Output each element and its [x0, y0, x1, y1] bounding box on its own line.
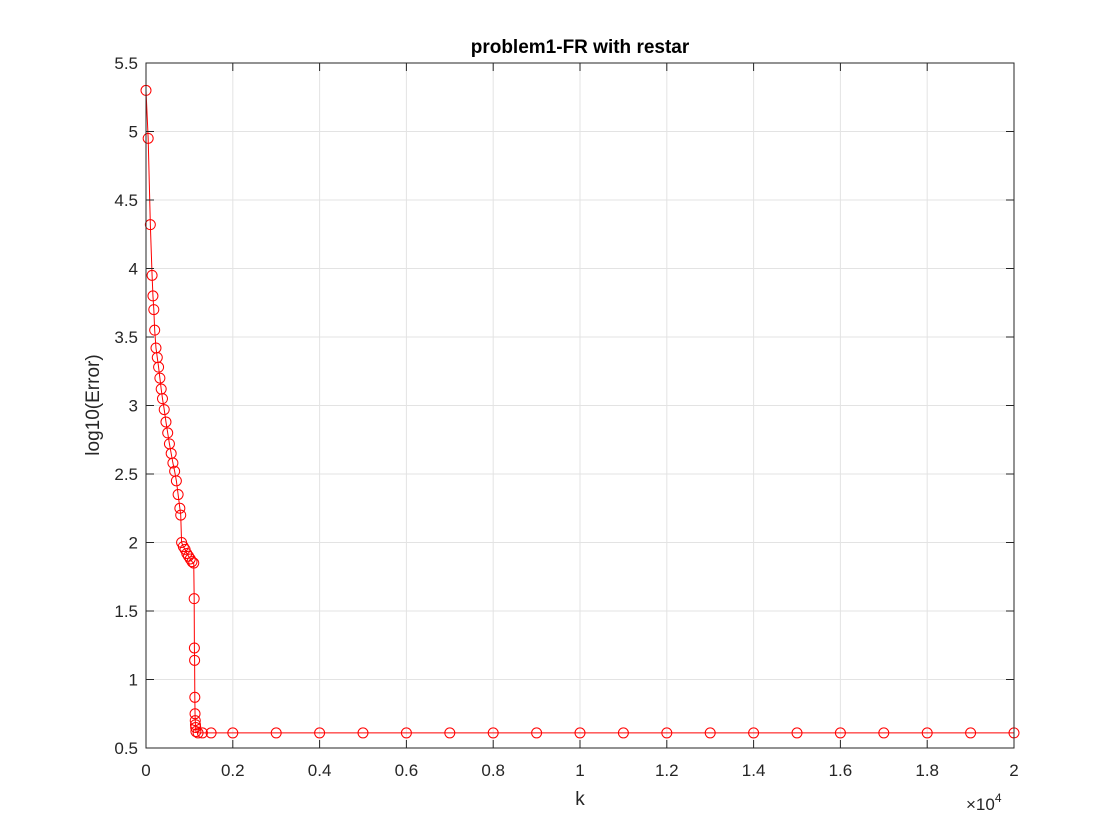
data-point: [148, 304, 160, 316]
ticks: [145, 62, 1015, 749]
data-point: [158, 404, 170, 416]
x-tick-label: 0.4: [308, 761, 332, 780]
data-point: [167, 457, 179, 469]
y-tick-label: 5.5: [114, 54, 138, 73]
data-point: [196, 727, 208, 739]
x-tick-label: 0.2: [221, 761, 245, 780]
data-point: [160, 416, 172, 428]
x-exponent-power: 4: [995, 791, 1002, 805]
y-tick-label: 3: [129, 397, 138, 416]
data-point: [400, 727, 412, 739]
data-point: [190, 721, 202, 733]
chart-title: problem1-FR with restar: [471, 37, 690, 58]
data-point: [661, 727, 673, 739]
data-point: [184, 553, 196, 565]
y-tick-label: 1: [129, 671, 138, 690]
data-point: [487, 727, 499, 739]
data-point: [189, 654, 201, 666]
x-axis-title: k: [575, 789, 585, 810]
data-point: [189, 708, 201, 720]
data-point: [748, 727, 760, 739]
y-tick-label: 4: [129, 260, 138, 279]
data-point: [170, 475, 182, 487]
data-point: [142, 132, 154, 144]
x-tick-label: 0.8: [481, 761, 505, 780]
data-point: [188, 593, 200, 605]
data-point: [172, 489, 184, 501]
data-point: [574, 727, 586, 739]
data-point: [270, 727, 282, 739]
data-point: [921, 727, 933, 739]
data-point: [189, 719, 201, 731]
y-tick-label: 3.5: [114, 328, 138, 347]
data-point: [174, 502, 186, 514]
data-point: [177, 541, 189, 553]
y-tick-label: 2: [129, 534, 138, 553]
data-point: [156, 393, 168, 405]
data-point: [175, 509, 187, 521]
data-point: [531, 727, 543, 739]
data-point: [189, 691, 201, 703]
data-point: [181, 547, 193, 559]
data-point: [190, 726, 202, 738]
y-tick-label: 1.5: [114, 602, 138, 621]
x-tick-label: 1.2: [655, 761, 679, 780]
x-tick-label: 0: [141, 761, 150, 780]
x-tick-label: 1: [575, 761, 584, 780]
data-point: [162, 427, 174, 439]
data-point: [227, 727, 239, 739]
data-point: [444, 727, 456, 739]
y-tick-label: 2.5: [114, 465, 138, 484]
data-point: [188, 642, 200, 654]
x-tick-label: 1.8: [915, 761, 939, 780]
data-point: [146, 269, 158, 281]
data-point: [186, 556, 198, 568]
data-series: [140, 84, 1020, 739]
x-tick-label: 0.6: [395, 761, 419, 780]
data-point: [704, 727, 716, 739]
data-point: [144, 219, 156, 231]
data-point: [965, 727, 977, 739]
data-point: [154, 372, 166, 384]
x-tick-label: 1.4: [742, 761, 766, 780]
data-point: [314, 727, 326, 739]
x-exponent-label: ×104: [966, 791, 1002, 814]
data-point: [791, 727, 803, 739]
data-point: [834, 727, 846, 739]
x-exponent-base: ×10: [966, 795, 995, 814]
data-point: [192, 727, 204, 739]
data-point: [617, 727, 629, 739]
data-point: [149, 324, 161, 336]
x-tick-label: 1.6: [829, 761, 853, 780]
x-tick-label: 2: [1009, 761, 1018, 780]
data-point: [205, 727, 217, 739]
data-point: [878, 727, 890, 739]
data-point: [189, 715, 201, 727]
tick-labels: 0 0.2 0.4 0.6 0.8 1 1.2 1.4 1.6 1.8 2 0.5 1 1.5 2 2.5 3 3…: [114, 54, 1018, 780]
y-axis-title: log10(Error): [83, 354, 104, 455]
data-point: [188, 557, 200, 569]
y-tick-label: 4.5: [114, 191, 138, 210]
data-point: [153, 361, 165, 373]
y-tick-label: 5: [129, 123, 138, 142]
data-point: [357, 727, 369, 739]
y-tick-label: 0.5: [114, 739, 138, 758]
data-point: [183, 550, 195, 562]
data-point: [147, 290, 159, 302]
